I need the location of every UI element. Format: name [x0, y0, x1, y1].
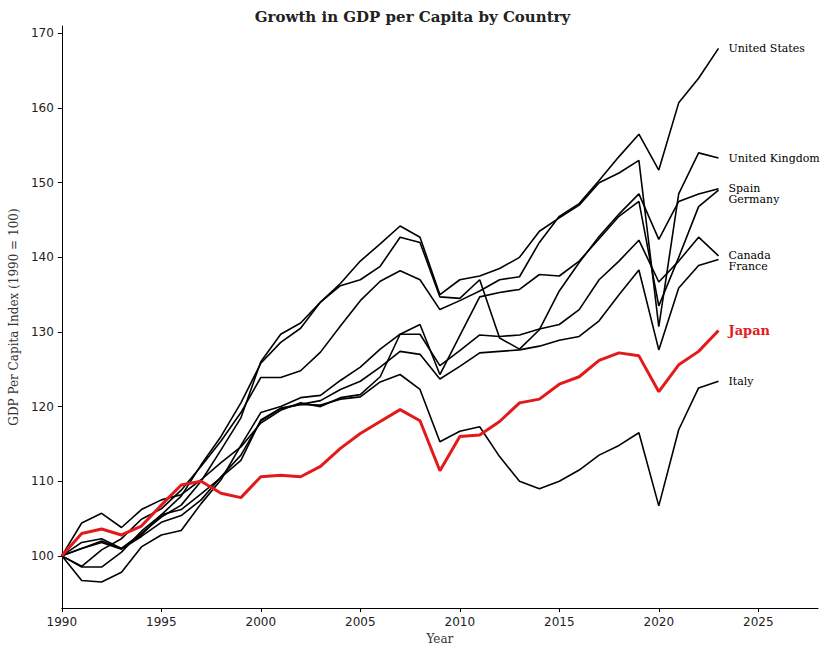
svg-text:130: 130: [31, 325, 54, 339]
svg-text:United Kingdom: United Kingdom: [729, 152, 821, 165]
svg-text:2025: 2025: [743, 615, 774, 629]
svg-text:Japan: Japan: [728, 323, 771, 338]
svg-text:United States: United States: [729, 42, 806, 55]
svg-text:160: 160: [31, 101, 54, 115]
svg-text:140: 140: [31, 250, 54, 264]
svg-text:Italy: Italy: [729, 375, 755, 388]
svg-text:2005: 2005: [345, 615, 376, 629]
svg-text:Germany: Germany: [729, 193, 781, 206]
svg-text:Year: Year: [425, 632, 453, 646]
svg-text:Canada: Canada: [728, 249, 771, 263]
svg-text:150: 150: [31, 176, 54, 190]
svg-text:1990: 1990: [47, 615, 78, 629]
svg-text:120: 120: [31, 400, 54, 414]
svg-text:2015: 2015: [544, 615, 575, 629]
svg-text:1995: 1995: [146, 615, 177, 629]
svg-text:2020: 2020: [644, 615, 675, 629]
svg-text:France: France: [729, 260, 768, 273]
svg-text:170: 170: [31, 26, 54, 40]
svg-text:GDP Per Capita Index (1990 = 1: GDP Per Capita Index (1990 = 100): [7, 208, 21, 425]
svg-text:Spain: Spain: [728, 182, 761, 196]
svg-text:100: 100: [31, 549, 54, 563]
svg-text:2010: 2010: [445, 615, 476, 629]
svg-text:2000: 2000: [246, 615, 277, 629]
svg-text:110: 110: [31, 474, 54, 488]
svg-text:Growth in GDP per Capita by Co: Growth in GDP per Capita by Country: [255, 8, 572, 26]
